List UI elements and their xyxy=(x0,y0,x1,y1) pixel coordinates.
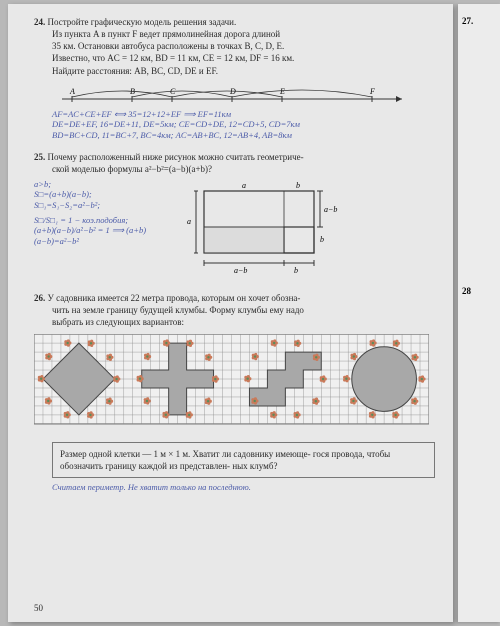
prob-num-25: 25. xyxy=(34,152,45,162)
pt-F: F xyxy=(369,87,375,96)
right-28: 28 xyxy=(462,286,496,296)
prob25-title2: ской моделью формулы a²−b²=(a−b)(a+b)? xyxy=(52,163,435,175)
arc-DF xyxy=(232,90,372,97)
textbook-page: 24. Постройте графическую модель решения… xyxy=(8,4,453,622)
problem-25: 25. Почему расположенный ниже рисунок мо… xyxy=(34,151,435,282)
lbl-a-v: a xyxy=(187,217,191,226)
box-l3: ных клумб? xyxy=(232,461,277,471)
fig26-grid xyxy=(34,334,435,435)
lbl-amb-bot: a−b xyxy=(234,266,247,275)
prob26-boxed: Размер одной клетки — 1 м × 1 м. Хватит … xyxy=(52,442,435,478)
prob-num-26: 26. xyxy=(34,293,45,303)
fig25-diagram: a a b b a−b b a−b xyxy=(184,179,435,282)
lbl-amb-r: a−b xyxy=(324,205,337,214)
lbl-a-h: a xyxy=(242,181,246,190)
hand24-3: BD=BC+CD, 11=BC+7, BC=4км; AC=AB+BC, 12=… xyxy=(52,130,435,141)
lbl-b-h: b xyxy=(296,181,300,190)
prob24-l2: 35 км. Остановки автобуса расположены в … xyxy=(52,40,435,52)
pt-E: E xyxy=(279,87,285,96)
prob26-hand: Считаем периметр. Не хватит только на по… xyxy=(52,482,435,493)
prob25-title: Почему расположенный ниже рисунок можно … xyxy=(48,152,304,162)
prob25-handwork: a>b; S□=(a+b)(a−b); S□₁=S₁−S₂=a²−b²; S□/… xyxy=(34,179,184,247)
page-number: 50 xyxy=(34,602,43,614)
lbl-b-v: b xyxy=(320,235,324,244)
hand24-1: AF=AC+CE+EF ⟺ 35=12+12+EF ⟹ EF=11км xyxy=(52,109,435,120)
hand25-1: S□=(a+b)(a−b); xyxy=(34,189,184,200)
prob24-handwork: AF=AC+CE+EF ⟺ 35=12+12+EF ⟹ EF=11км DE=D… xyxy=(52,109,435,141)
next-page-sliver: 27. 28 xyxy=(458,4,500,622)
problem-24: 24. Постройте графическую модель решения… xyxy=(34,16,435,141)
hand25-3: S□/S□₁ = 1 − коэ.подобия; xyxy=(34,215,184,226)
lbl-b-bot: b xyxy=(294,266,298,275)
hand25-4: (a+b)(a−b)/a²−b² = 1 ⟹ (a+b)(a−b)=a²−b² xyxy=(34,225,184,246)
prob24-l1: Из пункта A в пункт F ведет прямолинейна… xyxy=(52,28,435,40)
fig25-container: a>b; S□=(a+b)(a−b); S□₁=S₁−S₂=a²−b²; S□/… xyxy=(34,179,435,282)
prob26-l3: выбрать из следующих вариантов: xyxy=(52,316,435,328)
pt-A: A xyxy=(69,87,75,96)
prob24-l3: Известно, что AC = 12 км, BD = 11 км, CE… xyxy=(52,52,435,64)
right-27: 27. xyxy=(462,16,496,26)
number-line: A B C D E F xyxy=(52,83,435,105)
prob24-body: Из пункта A в пункт F ведет прямолинейна… xyxy=(52,28,435,77)
arc-AC xyxy=(72,91,172,97)
prob26-l2: чить на земле границу будущей клумбы. Фо… xyxy=(52,304,435,316)
prob24-title: Постройте графическую модель решения зад… xyxy=(48,17,237,27)
hand24-2: DE=DE+EF, 16=DE+11, DE=5км; CE=CD+DE, 12… xyxy=(52,119,435,130)
hand25-2: S□₁=S₁−S₂=a²−b²; xyxy=(34,200,184,211)
box-l1: Размер одной клетки — 1 м × 1 м. Хватит … xyxy=(60,449,311,459)
prob-num-24: 24. xyxy=(34,17,45,27)
prob26-l1: У садовника имеется 22 метра провода, ко… xyxy=(48,293,301,303)
hand25-cond: a>b; xyxy=(34,179,184,190)
problem-26: 26. У садовника имеется 22 метра провода… xyxy=(34,292,435,492)
prob24-l4: Найдите расстояния: AB, BC, CD, DE и EF. xyxy=(52,65,435,77)
arc-BD xyxy=(132,91,232,97)
